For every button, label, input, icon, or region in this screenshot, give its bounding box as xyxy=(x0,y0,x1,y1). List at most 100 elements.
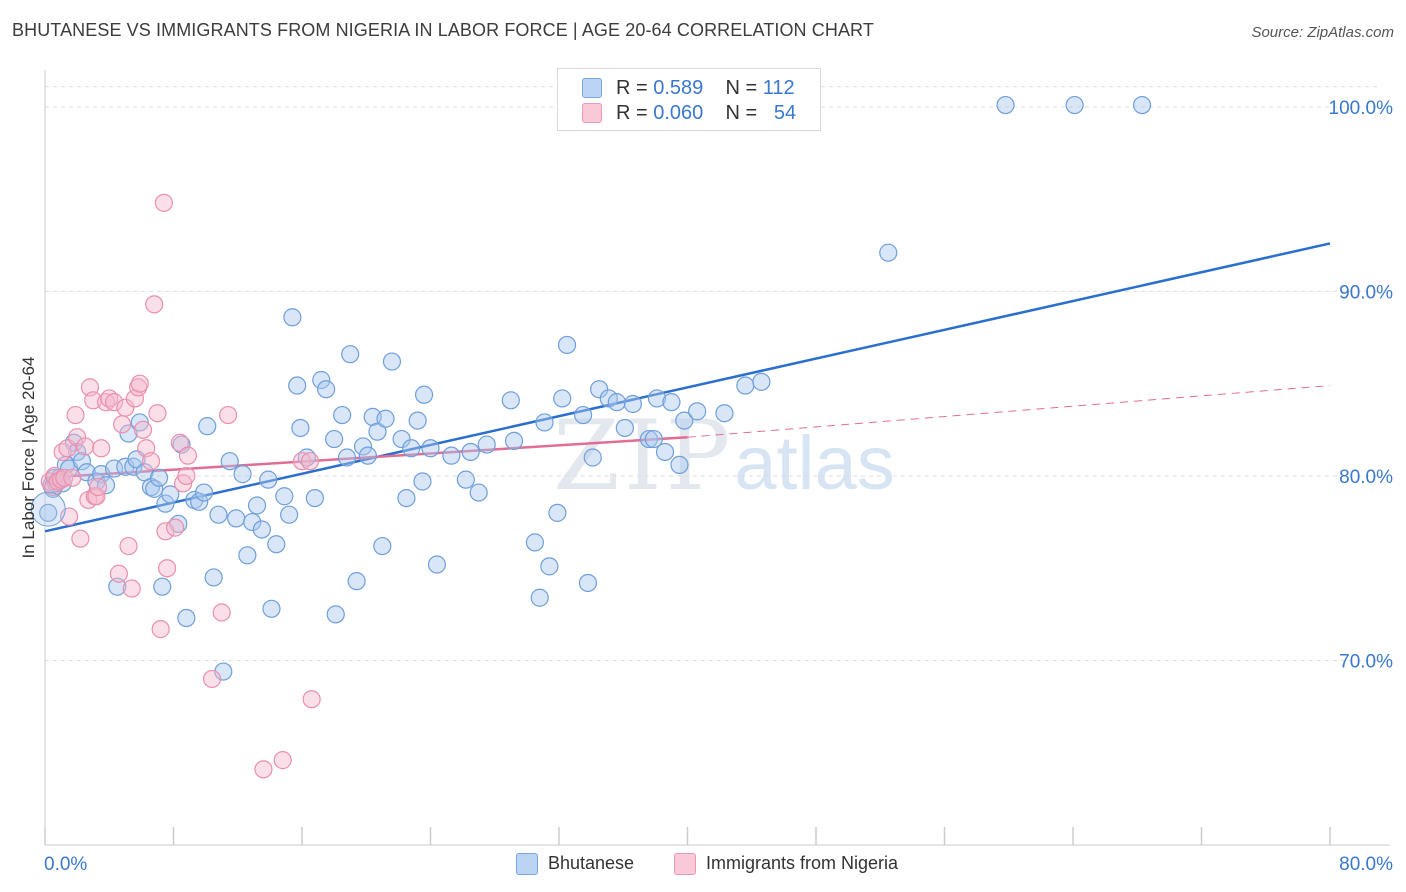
bhutanese-point xyxy=(644,429,663,449)
bhutanese-point xyxy=(501,391,520,410)
bhutanese-point xyxy=(209,505,228,524)
bhutanese-point xyxy=(358,446,377,465)
bhutanese-point xyxy=(540,557,559,576)
bhutanese-trend-line xyxy=(44,242,1331,533)
nigeria-point xyxy=(170,433,190,452)
nigeria-point xyxy=(51,470,71,489)
y-tick-label: 80.0% xyxy=(1339,467,1393,488)
bhutanese-point xyxy=(214,662,233,681)
bhutanese-point xyxy=(639,429,659,449)
bhutanese-point xyxy=(1065,95,1084,115)
nigeria-point xyxy=(157,559,177,578)
y-tick-label: 100.0% xyxy=(1329,98,1394,119)
bhutanese-point xyxy=(590,380,609,399)
legend-r-value: 0.589 xyxy=(653,77,704,99)
bhutanese-point xyxy=(573,405,593,425)
gridlines xyxy=(45,86,1380,661)
stats-legend: R = 0.589 N = 112 R = 0.060 N = 54 xyxy=(557,68,821,131)
bhutanese-point xyxy=(312,370,331,390)
x-tick-label: 80.0% xyxy=(1339,854,1393,875)
bhutanese-point xyxy=(607,393,626,412)
bhutanese-point xyxy=(316,380,336,399)
nigeria-point xyxy=(76,437,95,456)
nigeria-point xyxy=(109,564,128,583)
bhutanese-point xyxy=(583,448,602,467)
series-legend: Bhutanese Immigrants from Nigeria xyxy=(0,852,1406,878)
nigeria-trend-line xyxy=(44,435,688,480)
bhutanese-point xyxy=(1132,95,1152,115)
nigeria-point xyxy=(156,522,175,541)
bhutanese-point xyxy=(376,409,395,428)
bhutanese-point xyxy=(39,503,58,522)
bhutanese-point xyxy=(413,472,432,491)
y-tick-label: 70.0% xyxy=(1339,651,1393,672)
bhutanese-point xyxy=(153,577,172,596)
nigeria-point xyxy=(133,420,153,439)
nigeria-point xyxy=(177,466,196,486)
nigeria-point xyxy=(130,374,149,393)
bhutanese-point xyxy=(578,573,598,593)
bhutanese-point xyxy=(190,492,209,511)
bhutanese-point xyxy=(145,479,164,498)
bhutanese-point xyxy=(283,308,302,327)
bhutanese-point xyxy=(280,505,299,524)
bhutanese-point xyxy=(198,417,217,436)
nigeria-point xyxy=(302,690,321,709)
nigeria-point xyxy=(178,446,198,465)
bhutanese-point xyxy=(119,424,138,443)
bhutanese-point xyxy=(161,485,180,504)
nigeria-point xyxy=(87,487,106,506)
bhutanese-point xyxy=(156,494,175,513)
bhutanese-point xyxy=(104,459,124,478)
bhutanese-point xyxy=(535,413,554,432)
legend-swatch-blue xyxy=(516,853,538,875)
bhutanese-point xyxy=(421,439,440,458)
bhutanese-point xyxy=(333,405,352,425)
nigeria-point xyxy=(254,760,273,779)
legend-swatch-blue xyxy=(582,78,602,98)
trend-lines xyxy=(44,242,1331,533)
bhutanese-point xyxy=(752,372,771,391)
source-label: Source: ZipAtlas.com xyxy=(1251,24,1394,41)
nigeria-point xyxy=(300,452,320,471)
legend-r-value: 0.060 xyxy=(653,102,704,124)
bhutanese-point xyxy=(149,468,169,487)
bhutanese-point xyxy=(456,470,475,489)
bhutanese-point xyxy=(267,535,286,554)
bhutanese-point xyxy=(177,608,196,628)
bhutanese-point xyxy=(30,491,66,527)
bhutanese-point xyxy=(655,442,675,462)
bhutanese-point xyxy=(469,483,488,502)
bhutanese-point xyxy=(353,437,373,456)
bhutanese-point xyxy=(238,546,257,565)
legend-text-bhutanese: R = 0.589 N = 112 xyxy=(616,77,795,99)
y-tick-label: 90.0% xyxy=(1339,282,1393,303)
bhutanese-point xyxy=(368,422,387,441)
bhutanese-point xyxy=(670,455,689,474)
bhutanese-point xyxy=(879,243,898,262)
x-tick-label: 0.0% xyxy=(44,854,87,875)
nigeria-point xyxy=(202,669,222,689)
bhutanese-point xyxy=(662,393,681,412)
legend-n-value: 112 xyxy=(762,77,795,99)
nigeria-point xyxy=(219,405,238,425)
nigeria-point xyxy=(92,439,111,458)
bhutanese-point xyxy=(233,465,252,484)
y-axis-title: In Labor Force | Age 20-64 xyxy=(19,357,38,559)
nigeria-point xyxy=(104,393,124,412)
bhutanese-point xyxy=(548,503,567,522)
bhutanese-point xyxy=(557,335,577,355)
bhutanese-point xyxy=(408,411,427,430)
bhutanese-point xyxy=(247,496,267,515)
nigeria-point xyxy=(166,518,185,537)
bhutanese-point xyxy=(243,512,262,532)
bhutanese-point xyxy=(530,588,549,607)
bhutanese-point xyxy=(647,389,667,408)
bhutanese-point xyxy=(688,402,707,421)
bhutanese-point xyxy=(996,95,1015,115)
bhutanese-point xyxy=(337,448,357,467)
bhutanese-point xyxy=(397,488,416,508)
bhutanese-point xyxy=(373,536,392,556)
bhutanese-point xyxy=(442,446,461,465)
